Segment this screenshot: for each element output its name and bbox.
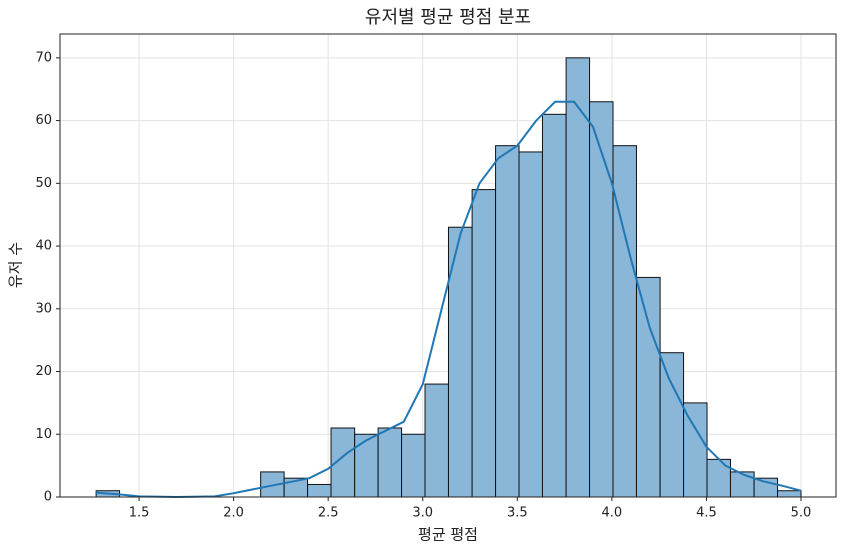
chart-title: 유저별 평균 평점 분포 [365, 7, 531, 28]
x-tick-label: 4.0 [602, 506, 623, 521]
bar [589, 101, 614, 498]
bar [495, 145, 520, 498]
y-axis-label: 유저 수 [7, 242, 25, 288]
bar [354, 433, 379, 498]
bar [706, 458, 731, 498]
y-tick-label: 60 [35, 113, 52, 128]
bar [541, 113, 567, 498]
y-tick-label: 0 [44, 490, 52, 505]
bar [518, 151, 543, 498]
y-tick-label: 20 [35, 364, 52, 379]
bar [635, 276, 661, 498]
bar [659, 352, 685, 498]
y-tick-label: 10 [35, 427, 52, 442]
x-tick-label: 4.5 [696, 506, 717, 521]
bar [401, 433, 426, 498]
x-tick-label: 2.5 [318, 506, 339, 521]
y-tick-label: 70 [35, 50, 52, 65]
y-tick-label: 50 [35, 176, 52, 191]
x-tick-label: 3.5 [507, 506, 528, 521]
bar [377, 427, 403, 498]
bar [471, 189, 497, 498]
bar [777, 490, 802, 498]
bar [565, 57, 591, 498]
x-tick-label: 1.5 [129, 506, 150, 521]
kde-line [96, 100, 802, 499]
bar [729, 471, 755, 498]
x-tick-label: 2.0 [223, 506, 244, 521]
x-tick-label: 3.0 [412, 506, 433, 521]
bar [424, 383, 449, 498]
bar [683, 402, 708, 498]
y-tick-label: 40 [35, 239, 52, 254]
x-axis-label: 평균 평점 [418, 526, 478, 544]
bar [307, 483, 332, 498]
plot-frame [59, 33, 837, 498]
y-tick-label: 30 [35, 301, 52, 316]
x-tick-label: 5.0 [791, 506, 812, 521]
